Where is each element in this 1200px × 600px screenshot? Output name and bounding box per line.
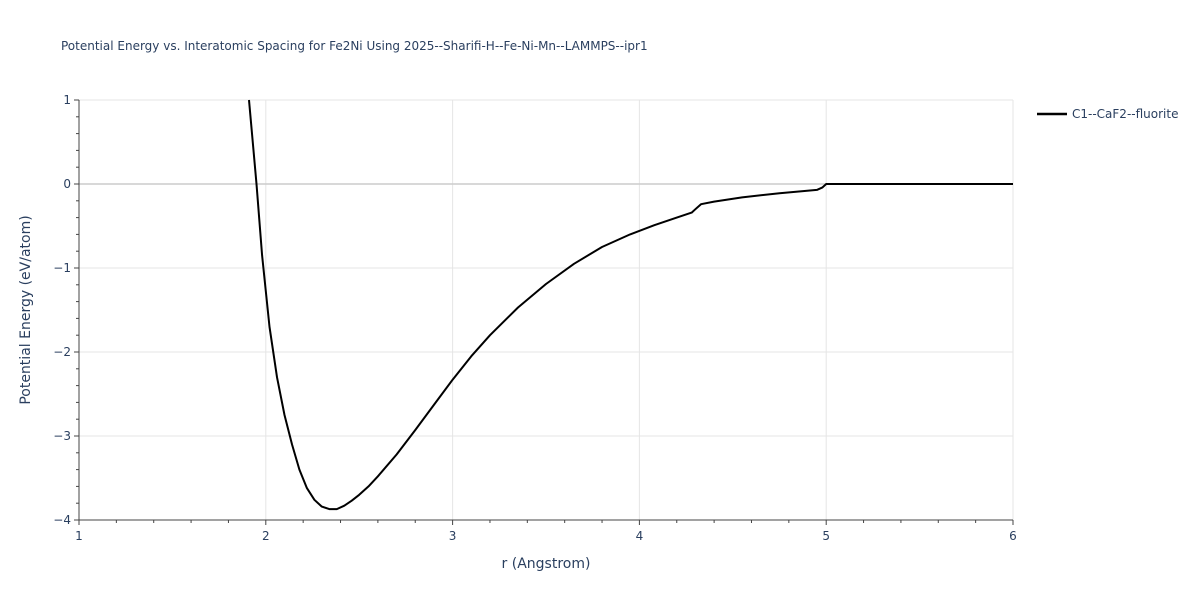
y-axis-title: Potential Energy (eV/atom) (18, 215, 34, 404)
y-tick-label: −3 (53, 429, 71, 443)
series-line (248, 99, 1013, 511)
legend[interactable]: C1--CaF2--fluorite (1037, 107, 1178, 121)
grid-lines (79, 99, 1014, 520)
x-tick-labels: 1 2 3 4 5 6 (75, 529, 1017, 543)
x-tick-label: 1 (75, 529, 83, 543)
y-tick-labels: 1 0 −1 −2 −3 −4 (53, 93, 71, 527)
x-tick-label: 4 (636, 529, 644, 543)
y-tick-label: −1 (53, 261, 71, 275)
legend-label: C1--CaF2--fluorite (1072, 107, 1178, 121)
y-tick-label: 0 (63, 177, 71, 191)
x-tick-label: 5 (822, 529, 830, 543)
axes (74, 99, 1014, 525)
x-tick-label: 3 (449, 529, 457, 543)
chart-title: Potential Energy vs. Interatomic Spacing… (61, 39, 648, 53)
x-tick-label: 6 (1009, 529, 1017, 543)
series-lines (248, 99, 1013, 511)
y-tick-label: 1 (63, 93, 71, 107)
x-axis-title: r (Angstrom) (502, 556, 591, 572)
y-tick-label: −4 (53, 513, 71, 527)
x-tick-label: 2 (262, 529, 270, 543)
y-tick-label: −2 (53, 345, 71, 359)
